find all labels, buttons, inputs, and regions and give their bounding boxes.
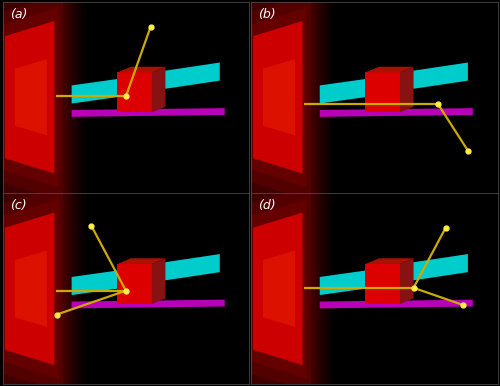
- Polygon shape: [231, 0, 324, 242]
- Polygon shape: [253, 21, 302, 173]
- Polygon shape: [0, 185, 63, 386]
- Polygon shape: [0, 0, 76, 242]
- Polygon shape: [366, 73, 400, 112]
- Polygon shape: [392, 63, 468, 92]
- Polygon shape: [0, 171, 68, 386]
- Polygon shape: [244, 185, 312, 386]
- Polygon shape: [400, 67, 413, 112]
- Polygon shape: [152, 67, 166, 112]
- Polygon shape: [5, 213, 54, 365]
- Polygon shape: [320, 78, 374, 103]
- Polygon shape: [15, 59, 47, 135]
- Polygon shape: [0, 157, 72, 386]
- Polygon shape: [253, 213, 302, 365]
- Polygon shape: [253, 213, 302, 365]
- Polygon shape: [118, 264, 152, 304]
- Polygon shape: [0, 7, 59, 187]
- Polygon shape: [72, 300, 225, 308]
- Polygon shape: [72, 78, 126, 103]
- Polygon shape: [392, 254, 468, 284]
- Polygon shape: [0, 0, 68, 215]
- Polygon shape: [118, 73, 152, 112]
- Polygon shape: [72, 108, 225, 117]
- Polygon shape: [400, 258, 413, 304]
- Polygon shape: [236, 157, 320, 386]
- Polygon shape: [366, 258, 414, 264]
- Polygon shape: [248, 7, 307, 187]
- Polygon shape: [240, 171, 316, 386]
- Polygon shape: [118, 67, 166, 73]
- Polygon shape: [253, 21, 302, 173]
- Polygon shape: [231, 144, 324, 386]
- Polygon shape: [240, 0, 316, 215]
- Polygon shape: [0, 144, 76, 386]
- Polygon shape: [72, 269, 126, 295]
- Polygon shape: [5, 21, 54, 173]
- Polygon shape: [143, 63, 220, 92]
- Text: (a): (a): [10, 8, 28, 20]
- Text: (d): (d): [258, 199, 276, 212]
- Polygon shape: [0, 199, 59, 379]
- Polygon shape: [0, 0, 63, 201]
- Polygon shape: [366, 264, 400, 304]
- Polygon shape: [366, 67, 414, 73]
- Polygon shape: [143, 254, 220, 284]
- Polygon shape: [118, 258, 166, 264]
- Polygon shape: [248, 199, 307, 379]
- Polygon shape: [5, 21, 54, 173]
- Polygon shape: [0, 0, 72, 229]
- Polygon shape: [263, 251, 295, 327]
- Polygon shape: [152, 258, 166, 304]
- Polygon shape: [320, 108, 473, 117]
- Polygon shape: [320, 269, 374, 295]
- Text: (c): (c): [10, 199, 26, 212]
- Polygon shape: [15, 251, 47, 327]
- Text: (b): (b): [258, 8, 276, 20]
- Polygon shape: [236, 0, 320, 229]
- Polygon shape: [244, 0, 312, 201]
- Polygon shape: [263, 59, 295, 135]
- Polygon shape: [5, 213, 54, 365]
- Polygon shape: [320, 300, 473, 308]
